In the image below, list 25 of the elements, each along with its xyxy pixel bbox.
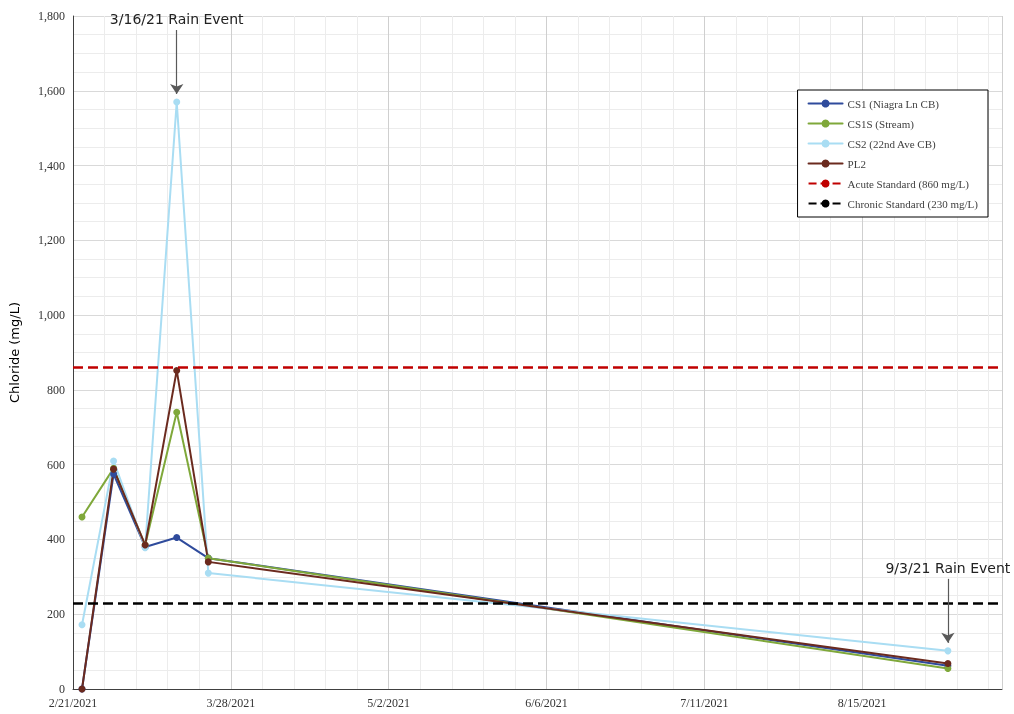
annotation: 3/16/21 Rain Event — [109, 10, 245, 27]
y-tick-label: 1,000 — [38, 308, 65, 323]
legend-label: CS1 (Niagra Ln CB) — [847, 97, 940, 111]
legend-label: Acute Standard (860 mg/L) — [847, 177, 970, 191]
x-tick-label: 3/28/2021 — [206, 696, 256, 710]
y-axis-title: Chloride (mg/L) — [7, 302, 22, 403]
legend-label: CS1S (Stream) — [847, 117, 915, 131]
x-tick-label: 7/11/2021 — [680, 696, 729, 710]
annotation: 9/3/21 Rain Event — [885, 559, 1011, 576]
y-tick-label: 600 — [47, 457, 65, 472]
y-tick-label: 1,400 — [38, 158, 65, 173]
x-tick-label: 2/21/2021 — [48, 696, 98, 710]
y-tick-label: 1,800 — [38, 9, 65, 23]
legend-label: CS2 (22nd Ave CB) — [847, 137, 936, 151]
x-tick-label: 8/15/2021 — [837, 696, 887, 710]
x-tick-label: 6/6/2021 — [525, 696, 568, 710]
y-tick-label: 0 — [59, 682, 65, 696]
y-tick-label: 1,200 — [38, 233, 65, 248]
x-tick-label: 5/2/2021 — [367, 696, 411, 710]
y-tick-label: 1,600 — [38, 83, 65, 98]
legend-label: PL2 — [847, 157, 866, 170]
legend-label: Chronic Standard (230 mg/L) — [847, 197, 979, 211]
y-tick-label: 200 — [47, 607, 65, 622]
y-tick-label: 400 — [47, 532, 65, 547]
y-tick-label: 800 — [47, 382, 65, 397]
